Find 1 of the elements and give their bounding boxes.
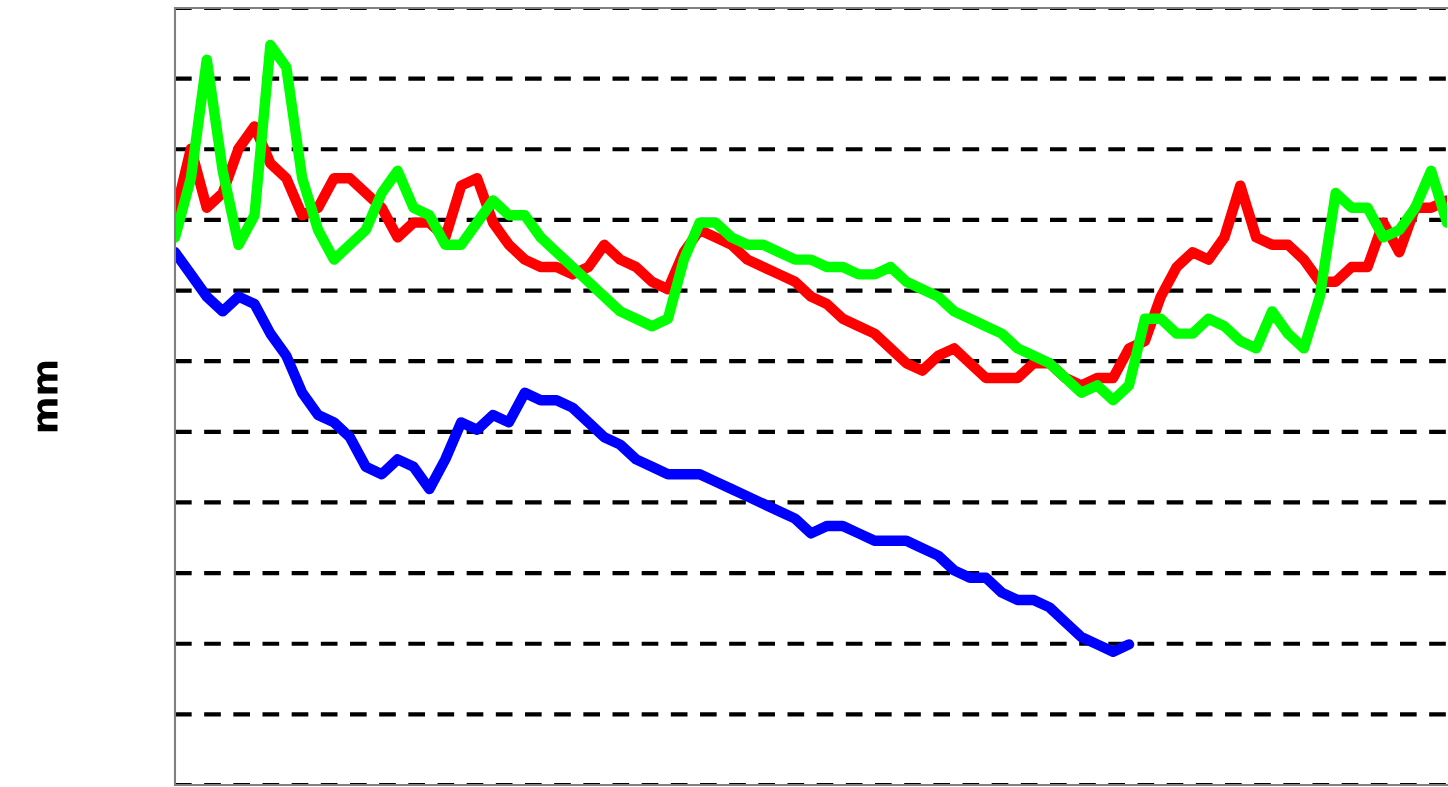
y-axis-title: mm bbox=[37, 361, 58, 432]
